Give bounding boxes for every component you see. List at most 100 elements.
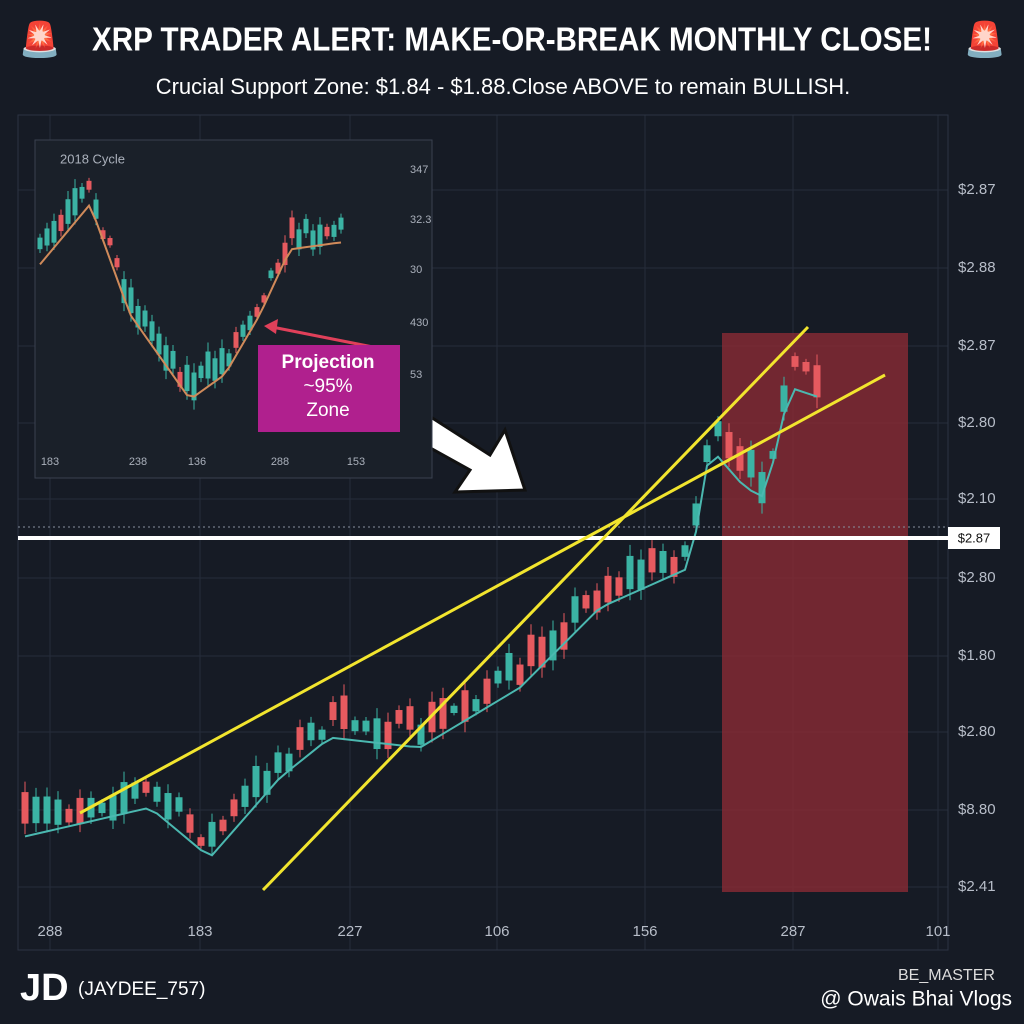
x-axis: 288 183 227 106 156 287 101 — [37, 923, 950, 940]
candle — [331, 224, 337, 237]
y-tick-label: $2.87 — [958, 181, 996, 198]
inset-x-label: 153 — [347, 456, 365, 468]
candle — [582, 595, 590, 609]
candle — [177, 371, 183, 387]
subtitle: Crucial Support Zone: $1.84 - $1.88.Clos… — [156, 74, 851, 99]
candle — [170, 350, 176, 369]
x-tick-label: 156 — [632, 923, 657, 940]
candle — [417, 724, 425, 745]
candle — [472, 699, 480, 712]
candle — [318, 729, 326, 740]
candle — [21, 792, 29, 824]
inset-x-label: 288 — [271, 456, 289, 468]
callout-box — [258, 345, 400, 432]
candle — [212, 358, 218, 381]
y-tick-label: $2.80 — [958, 723, 996, 740]
candle — [303, 218, 309, 234]
candle — [736, 446, 744, 471]
candle — [670, 556, 678, 577]
candle — [205, 351, 211, 379]
inset-y-label: 430 — [410, 317, 428, 329]
red-zone — [722, 333, 908, 892]
candle — [395, 710, 403, 724]
candle — [538, 636, 546, 668]
candle — [120, 782, 128, 814]
candle — [131, 782, 139, 799]
candle — [307, 722, 315, 741]
candle — [247, 315, 253, 331]
candle — [527, 634, 535, 667]
candle — [317, 224, 323, 247]
candle — [362, 720, 370, 732]
candle — [32, 796, 40, 824]
candle — [681, 545, 689, 557]
title: XRP TRADER ALERT: MAKE-OR-BREAK MONTHLY … — [92, 21, 932, 58]
candle — [241, 785, 249, 807]
y-tick-label: $2.80 — [958, 414, 996, 431]
siren-icon: 🚨 — [964, 20, 1006, 59]
candle — [175, 797, 183, 812]
candle — [219, 348, 225, 375]
candle — [100, 230, 106, 240]
candle — [44, 228, 50, 246]
candle — [226, 353, 232, 367]
y-tick-label: $1.80 — [958, 647, 996, 664]
candle — [164, 793, 172, 820]
inset-x-label: 183 — [41, 456, 59, 468]
candle — [747, 449, 755, 478]
candle — [37, 237, 43, 250]
y-tick-label: $8.80 — [958, 801, 996, 818]
inset-y-label: 53 — [410, 369, 422, 381]
candle — [184, 364, 190, 392]
brand: BE_MASTER — [898, 967, 995, 984]
candle — [813, 365, 821, 398]
candle — [233, 332, 239, 348]
x-tick-label: 183 — [187, 923, 212, 940]
candle — [494, 670, 502, 684]
candle — [516, 664, 524, 685]
candle — [76, 797, 84, 824]
candle — [114, 258, 120, 268]
candle — [648, 548, 656, 573]
x-tick-label: 288 — [37, 923, 62, 940]
candle — [802, 361, 810, 372]
inset-x-label: 238 — [129, 456, 147, 468]
candle — [58, 214, 64, 232]
callout-line: ~95% — [303, 376, 352, 397]
candle — [406, 706, 414, 730]
candle — [483, 678, 491, 704]
candle — [791, 356, 799, 367]
candle — [142, 781, 150, 793]
candle — [505, 652, 513, 681]
candle — [109, 795, 117, 821]
candle — [254, 307, 260, 317]
candle — [593, 590, 601, 613]
moving-average — [39, 203, 342, 398]
candle — [340, 695, 348, 730]
inset-y-label: 32.3 — [410, 214, 431, 226]
candle — [338, 217, 344, 230]
candle — [285, 753, 293, 772]
candle — [186, 814, 194, 833]
handle: (JAYDEE_757) — [78, 979, 205, 1000]
candle — [703, 445, 711, 463]
candle — [549, 630, 557, 661]
candle — [274, 752, 282, 773]
candle — [252, 765, 260, 798]
price-tag: $2.87 — [958, 530, 991, 545]
candle — [263, 770, 271, 795]
candle — [351, 720, 359, 732]
candle — [289, 217, 295, 239]
candle — [230, 799, 238, 817]
candle — [637, 559, 645, 590]
candle — [149, 321, 155, 341]
candle — [65, 199, 71, 224]
candle — [79, 186, 85, 199]
candle — [275, 262, 281, 274]
candle — [198, 365, 204, 379]
inset-y-label: 347 — [410, 164, 428, 176]
inset-x-label: 136 — [188, 456, 206, 468]
candle — [329, 702, 337, 721]
candle — [43, 796, 51, 824]
y-tick-label: $2.88 — [958, 259, 996, 276]
